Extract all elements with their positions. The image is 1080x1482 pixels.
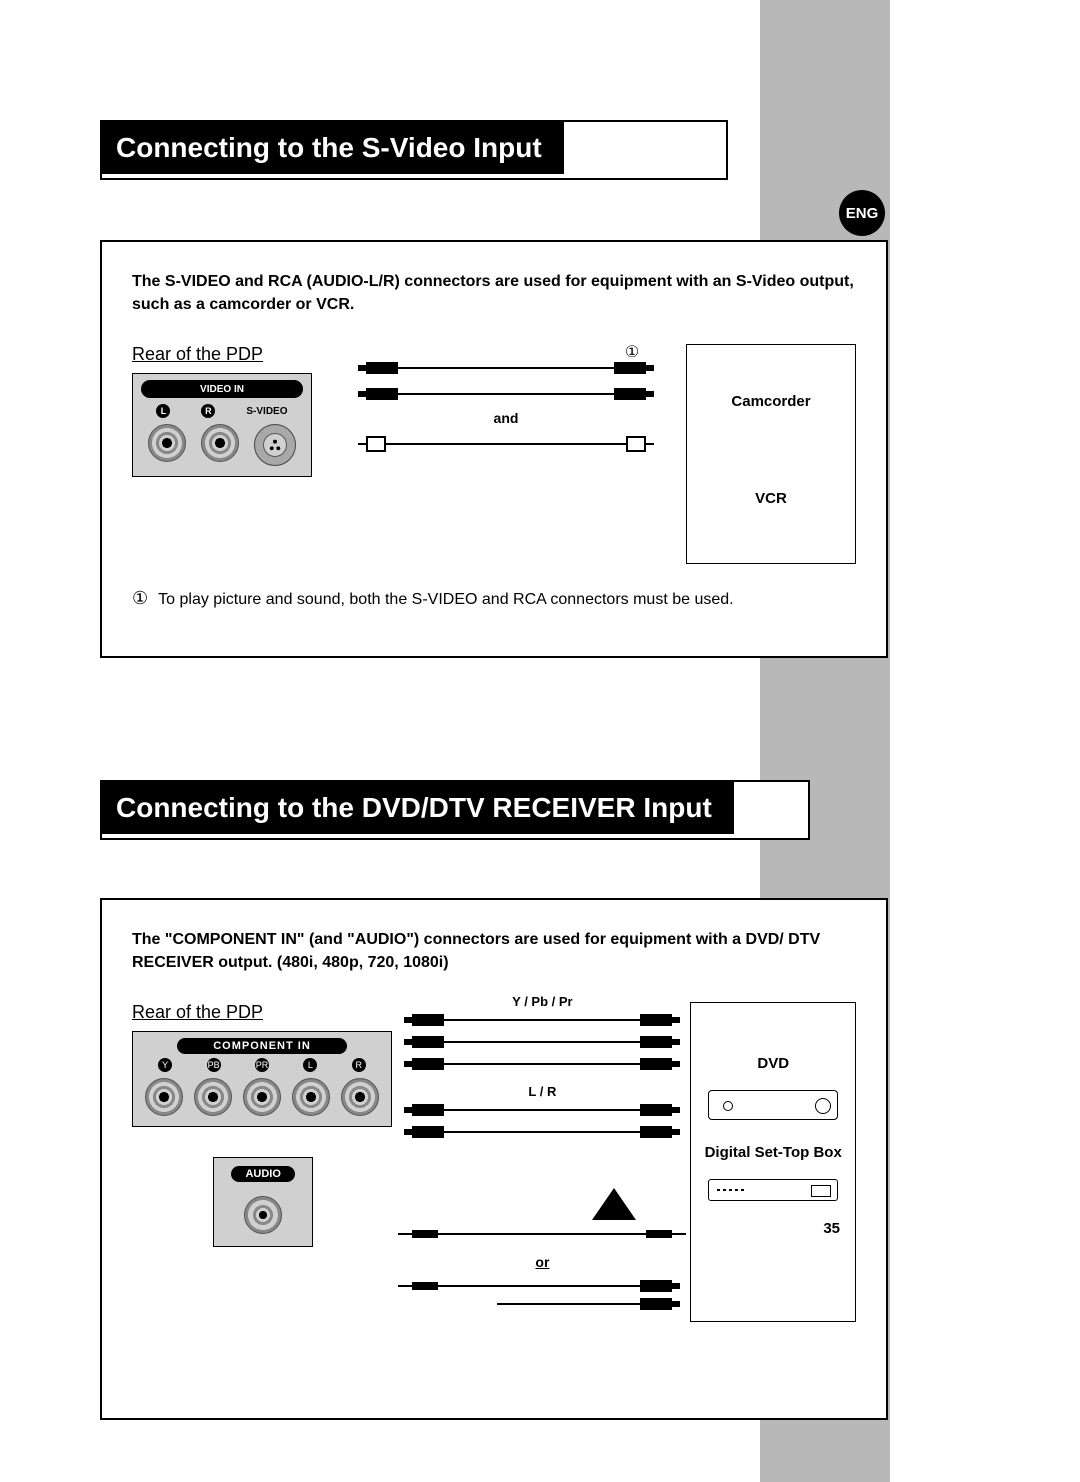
- component-jack: [341, 1078, 379, 1116]
- rca-plug-icon: [412, 1126, 444, 1138]
- camcorder-label: Camcorder: [693, 393, 849, 410]
- rca-plug-icon: [366, 362, 398, 374]
- device-box-2: DVD Digital Set-Top Box: [690, 1002, 856, 1322]
- minijack-plug-icon: [412, 1230, 438, 1238]
- svideo-plug-icon: [626, 436, 646, 452]
- language-badge: ENG: [839, 190, 885, 236]
- minijack-plug-icon: [412, 1282, 438, 1290]
- section2-title: Connecting to the DVD/DTV RECEIVER Input: [102, 782, 734, 834]
- rca-plug-icon: [614, 388, 646, 400]
- video-in-panel: VIDEO IN L R S-VIDEO: [132, 373, 312, 477]
- dvd-label: DVD: [697, 1055, 849, 1072]
- page-number: 35: [823, 1220, 840, 1237]
- video-in-header: VIDEO IN: [141, 380, 303, 398]
- stb-icon: [708, 1179, 838, 1201]
- component-header: COMPONENT IN: [177, 1038, 347, 1054]
- audio-jack: [244, 1196, 282, 1234]
- cable-set-1: and: [366, 356, 646, 496]
- label-r2: R: [352, 1058, 366, 1072]
- rear-label-1: Rear of the PDP: [132, 344, 332, 365]
- label-y: Y: [158, 1058, 172, 1072]
- dvd-icon: [708, 1090, 838, 1120]
- rca-plug-icon: [412, 1058, 444, 1070]
- section1-title-box: Connecting to the S-Video Input: [100, 120, 728, 180]
- section1-title: Connecting to the S-Video Input: [102, 122, 564, 174]
- component-jack: [243, 1078, 281, 1116]
- rca-plug-icon: [640, 1280, 672, 1292]
- rca-plug-icon: [412, 1014, 444, 1026]
- component-jack: [292, 1078, 330, 1116]
- or-label: or: [412, 1254, 672, 1270]
- label-pr: PR: [255, 1058, 269, 1072]
- rca-plug-icon: [640, 1036, 672, 1048]
- rca-plug-icon: [640, 1126, 672, 1138]
- device-box-1: Camcorder VCR: [686, 344, 856, 564]
- stb-label: Digital Set-Top Box: [697, 1144, 849, 1161]
- svideo-plug-icon: [366, 436, 386, 452]
- component-jack: [145, 1078, 183, 1116]
- audio-header: AUDIO: [231, 1166, 295, 1182]
- label-l2: L: [303, 1058, 317, 1072]
- section1-content: The S-VIDEO and RCA (AUDIO-L/R) connecto…: [100, 240, 888, 658]
- label-svideo: S-VIDEO: [246, 406, 287, 417]
- audio-panel: AUDIO: [213, 1157, 313, 1247]
- label-r: R: [201, 404, 215, 418]
- section2-intro: The "COMPONENT IN" (and "AUDIO") connect…: [132, 928, 856, 974]
- ypbpr-label: Y / Pb / Pr: [412, 994, 672, 1009]
- rca-plug-icon: [640, 1058, 672, 1070]
- lr-label: L / R: [412, 1084, 672, 1099]
- label-pb: PB: [207, 1058, 221, 1072]
- rca-plug-icon: [640, 1014, 672, 1026]
- page-arrow-icon: [592, 1188, 636, 1220]
- label-l: L: [156, 404, 170, 418]
- section2-content: The "COMPONENT IN" (and "AUDIO") connect…: [100, 898, 888, 1420]
- rear-label-2: Rear of the PDP: [132, 1002, 394, 1023]
- section1-footnote: ① To play picture and sound, both the S-…: [132, 588, 856, 609]
- rca-jack-l: [148, 424, 186, 462]
- section2-title-box: Connecting to the DVD/DTV RECEIVER Input: [100, 780, 810, 840]
- rca-jack-r: [201, 424, 239, 462]
- section1-intro: The S-VIDEO and RCA (AUDIO-L/R) connecto…: [132, 270, 856, 316]
- rca-plug-icon: [366, 388, 398, 400]
- rca-plug-icon: [412, 1036, 444, 1048]
- rca-plug-icon: [412, 1104, 444, 1116]
- component-in-panel: COMPONENT IN Y PB PR L R: [132, 1031, 392, 1127]
- minijack-plug-icon: [646, 1230, 672, 1238]
- rca-plug-icon: [640, 1104, 672, 1116]
- rca-plug-icon: [614, 362, 646, 374]
- vcr-label: VCR: [693, 490, 849, 507]
- svideo-jack: [254, 424, 296, 466]
- and-label: and: [366, 410, 646, 426]
- rca-plug-icon: [640, 1298, 672, 1310]
- component-jack: [194, 1078, 232, 1116]
